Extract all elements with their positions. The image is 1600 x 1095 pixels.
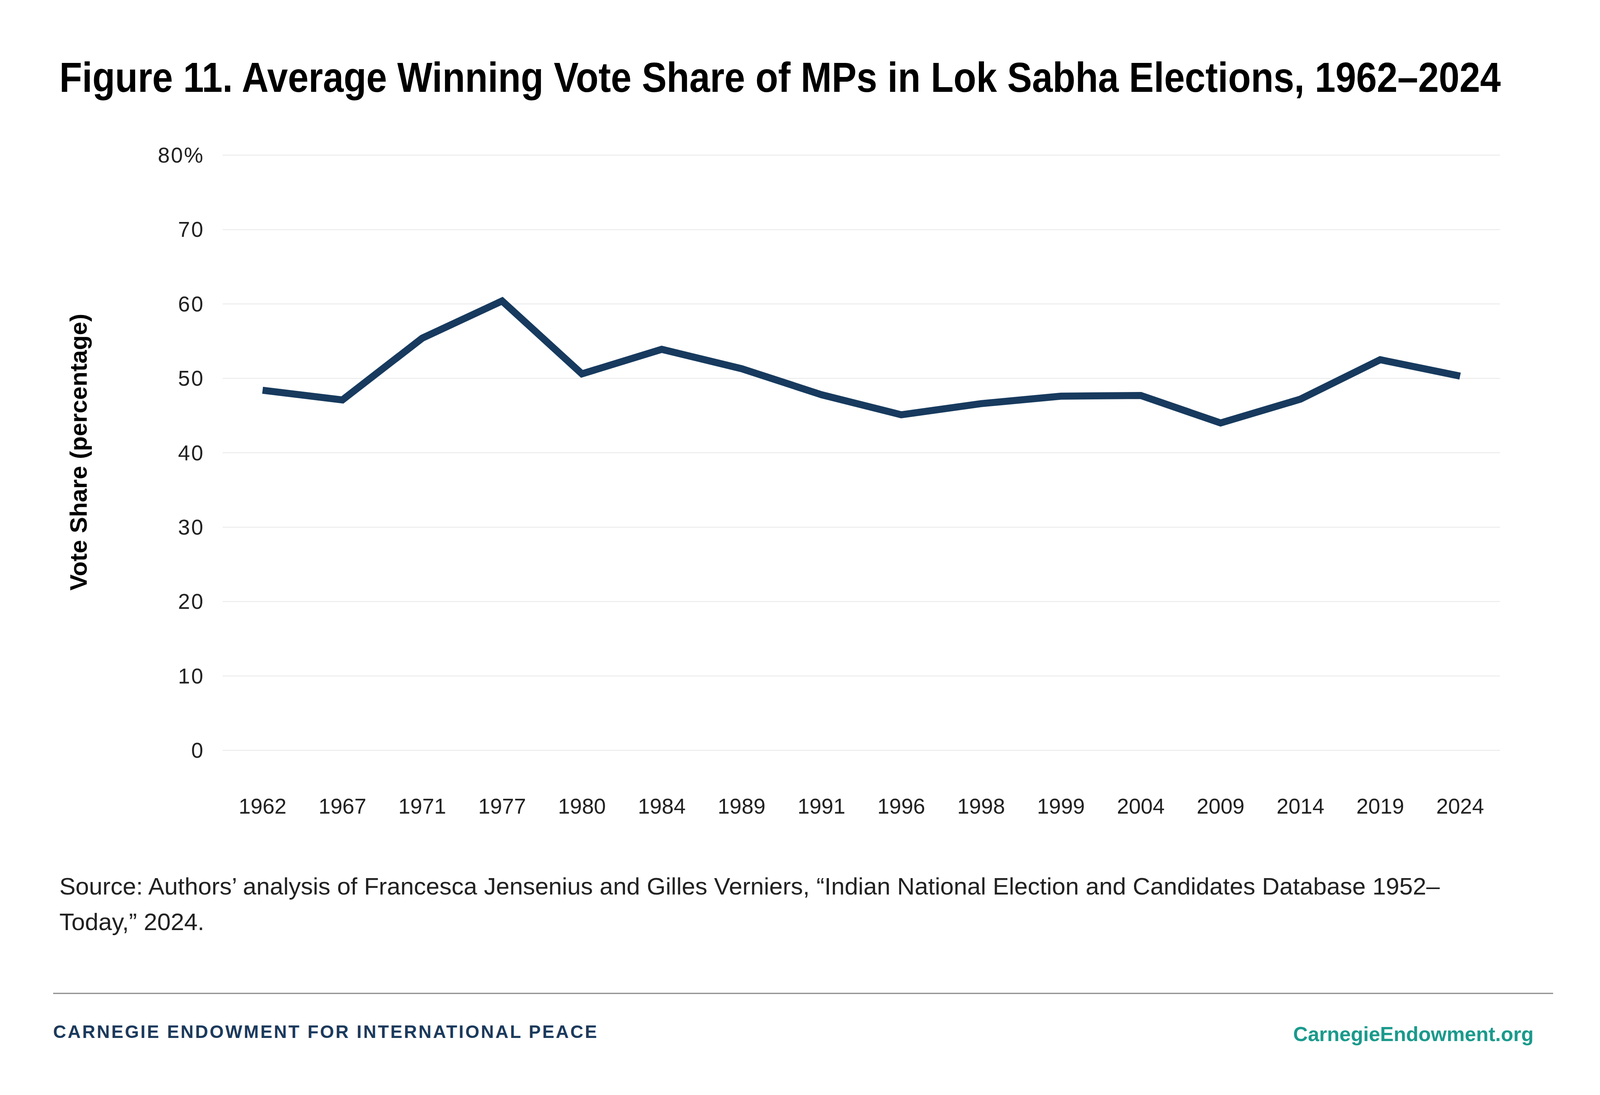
x-tick-label: 2004 [1116, 793, 1165, 818]
grid-line [222, 452, 1500, 454]
y-tick-label: 0 [191, 737, 205, 763]
grid-line [222, 228, 1500, 230]
data-line [262, 300, 1461, 423]
x-tick-label: 1962 [238, 793, 287, 818]
x-axis: 1962 1967 1971 1977 1980 1984 1989 1991 1996 1998… [238, 793, 1484, 818]
publisher: CARNEGIE ENDOWMENT FOR INTERNATIONAL PEA… [53, 1021, 597, 1042]
y-tick-label: 70 [178, 217, 205, 242]
grid-line [222, 675, 1500, 677]
y-tick-label: 80% [157, 142, 205, 168]
y-tick-label: 30 [178, 514, 205, 540]
y-axis: 0 10 20 30 40 50 60 70 80% [157, 142, 1500, 763]
chart: Figure 11. Average Winning Vote Share of… [0, 0, 1600, 1095]
grid-line [222, 303, 1500, 305]
x-tick-label: 2019 [1356, 793, 1404, 818]
x-tick-label: 1971 [398, 793, 447, 818]
y-tick-label: 20 [178, 589, 205, 614]
grid-line [222, 600, 1500, 602]
plot-area [262, 300, 1461, 423]
source-note: Source: Authors’ analysis of Francesca J… [59, 867, 1450, 940]
x-tick-label: 1984 [637, 793, 686, 818]
x-tick-label: 2009 [1196, 793, 1245, 818]
x-tick-label: 1996 [877, 793, 925, 818]
y-axis-label: Vote Share (percentage) [64, 313, 92, 591]
y-tick-label: 50 [178, 366, 205, 391]
x-tick-label: 1991 [797, 793, 846, 818]
x-tick-label: 2014 [1276, 793, 1325, 818]
x-tick-label: 1980 [558, 793, 606, 818]
grid-line [222, 377, 1500, 379]
title: Figure 11. Average Winning Vote Share of… [59, 53, 1501, 101]
y-tick-label: 40 [178, 440, 205, 465]
x-tick-label: 1999 [1037, 793, 1085, 818]
x-tick-label: 1977 [478, 793, 526, 818]
website: CarnegieEndowment.org [1293, 1022, 1534, 1045]
x-tick-label: 2024 [1436, 793, 1484, 818]
y-tick-label: 60 [178, 291, 205, 317]
y-tick-label: 10 [178, 663, 205, 688]
footer-rule [53, 992, 1554, 994]
grid-line [222, 526, 1500, 528]
grid-line [222, 749, 1500, 751]
x-tick-label: 1989 [717, 793, 766, 818]
x-tick-label: 1998 [957, 793, 1005, 818]
grid-line [222, 154, 1500, 156]
x-tick-label: 1967 [318, 793, 367, 818]
